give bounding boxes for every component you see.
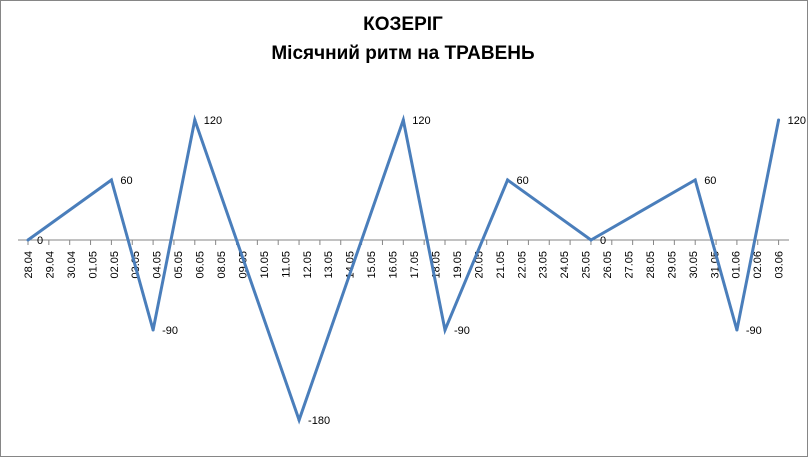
x-tick-label: 14.05 xyxy=(345,251,357,279)
data-point xyxy=(401,118,405,122)
chart-title-line-2: Місячний ритм на ТРАВЕНЬ xyxy=(271,43,535,64)
x-tick-label: 23.05 xyxy=(538,251,550,279)
x-tick-label: 13.05 xyxy=(323,251,335,279)
x-tick-label: 17.05 xyxy=(409,251,421,279)
x-axis-tick-labels: 28.04 29.04 30.04 01.05 02.05 03.05 04.05 05.05… xyxy=(23,251,786,279)
data-label: 0 xyxy=(600,235,606,247)
data-point xyxy=(193,118,197,122)
data-point xyxy=(589,238,593,242)
x-tick-label: 03.06 xyxy=(774,251,786,279)
x-tick-label: 06.05 xyxy=(195,251,207,279)
data-label: 120 xyxy=(788,115,806,127)
data-point xyxy=(443,328,447,332)
data-point xyxy=(693,178,697,182)
x-tick-label: 02.06 xyxy=(752,251,764,279)
x-tick-label: 15.05 xyxy=(366,251,378,279)
data-label: 60 xyxy=(120,175,132,187)
x-tick-label: 30.05 xyxy=(688,251,700,279)
data-label: 60 xyxy=(704,175,716,187)
data-point xyxy=(109,178,113,182)
data-label: -90 xyxy=(454,325,470,337)
data-label: 120 xyxy=(412,115,430,127)
data-point xyxy=(26,238,30,242)
x-tick-label: 19.05 xyxy=(452,251,464,279)
chart-title: КОЗЕРІГ Місячний ритм на ТРАВЕНЬ xyxy=(0,10,806,68)
data-label: 0 xyxy=(37,235,43,247)
x-tick-label: 30.04 xyxy=(66,251,78,279)
x-tick-label: 21.05 xyxy=(495,251,507,279)
x-tick-label: 11.05 xyxy=(280,251,292,278)
data-point xyxy=(506,178,510,182)
data-point xyxy=(735,328,739,332)
x-tick-label: 26.05 xyxy=(602,251,614,279)
x-tick-label: 29.05 xyxy=(666,251,678,279)
x-tick-label: 04.05 xyxy=(152,251,164,279)
x-axis-ticks xyxy=(27,240,780,245)
x-tick-label: 10.05 xyxy=(259,251,271,279)
data-point xyxy=(151,328,155,332)
x-tick-label: 08.05 xyxy=(216,251,228,279)
data-label: -180 xyxy=(308,415,330,427)
data-point xyxy=(297,418,301,422)
chart-title-line-1: КОЗЕРІГ xyxy=(363,14,443,35)
x-tick-label: 02.05 xyxy=(109,251,121,279)
x-tick-label: 12.05 xyxy=(302,251,314,279)
x-tick-label: 29.04 xyxy=(44,251,56,279)
x-tick-label: 16.05 xyxy=(388,251,400,279)
x-tick-label: 22.05 xyxy=(516,251,528,279)
x-tick-label: 01.06 xyxy=(731,251,743,279)
data-label: -90 xyxy=(162,325,178,337)
x-tick-label: 28.04 xyxy=(23,251,35,279)
x-tick-label: 27.05 xyxy=(624,251,636,279)
x-tick-label: 25.05 xyxy=(581,251,593,279)
data-label: 60 xyxy=(517,175,529,187)
data-point xyxy=(777,118,781,122)
x-tick-label: 05.05 xyxy=(173,251,185,279)
data-label: -90 xyxy=(746,325,762,337)
x-tick-label: 28.05 xyxy=(645,251,657,279)
x-tick-label: 01.05 xyxy=(87,251,99,279)
data-label: 120 xyxy=(204,115,222,127)
series-line xyxy=(27,114,781,425)
x-tick-label: 24.05 xyxy=(559,251,571,279)
